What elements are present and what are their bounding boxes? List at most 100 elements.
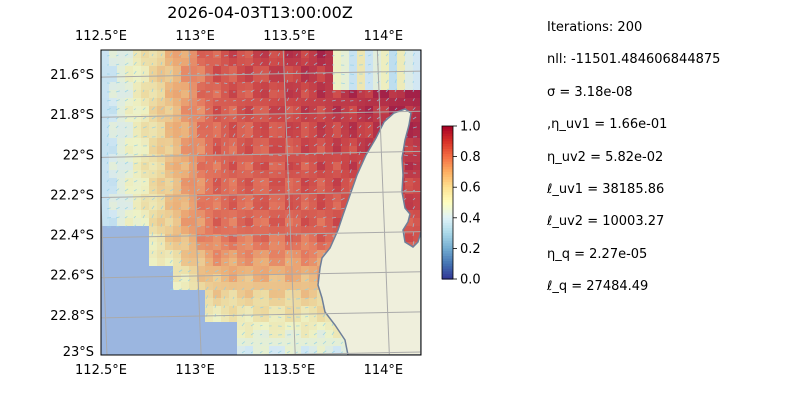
current-arrow — [151, 223, 154, 228]
field-cell — [141, 90, 149, 98]
field-cell — [205, 282, 213, 290]
current-arrow — [214, 304, 217, 309]
current-arrow — [214, 142, 217, 147]
field-cell — [325, 58, 333, 66]
current-arrow — [313, 90, 317, 93]
field-cell — [349, 114, 357, 122]
current-arrow — [205, 108, 210, 111]
field-cell — [101, 82, 109, 90]
colorbar-band — [442, 187, 453, 191]
field-cell — [229, 258, 237, 266]
param-line: ℓ_uv1 = 38185.86 — [547, 181, 665, 197]
lat-label: 22.8°S — [50, 309, 94, 324]
field-cell — [309, 98, 317, 106]
field-cell — [397, 74, 405, 82]
field-cell — [213, 58, 221, 66]
current-arrow — [313, 306, 317, 309]
current-arrow — [340, 169, 343, 174]
field-cell — [141, 122, 149, 130]
field-cell — [309, 298, 317, 306]
current-arrow — [403, 98, 406, 102]
current-arrow — [223, 108, 227, 111]
field-cell — [245, 298, 253, 306]
current-arrow — [160, 70, 163, 75]
colorbar-tick-label: 0.2 — [460, 242, 481, 257]
current-arrow — [169, 259, 173, 264]
field-cell — [213, 290, 221, 298]
field-cell — [253, 170, 261, 178]
current-arrow — [133, 215, 136, 219]
field-cell — [237, 202, 245, 210]
field-cell — [173, 50, 181, 58]
current-arrow — [304, 288, 309, 291]
field-cell — [109, 218, 117, 226]
current-arrow — [322, 189, 325, 192]
colorbar-band — [442, 266, 453, 270]
field-cell — [237, 154, 245, 162]
field-cell — [237, 186, 245, 194]
current-arrow — [250, 179, 255, 183]
current-arrow — [241, 134, 245, 138]
field-cell — [237, 50, 245, 58]
field-cell — [125, 162, 133, 170]
field-cell — [181, 122, 189, 130]
field-cell — [349, 106, 357, 114]
current-arrow — [394, 97, 398, 102]
current-arrow — [295, 260, 298, 264]
field-cell — [237, 282, 245, 290]
current-arrow — [277, 241, 280, 246]
field-cell — [101, 186, 109, 194]
current-arrow — [178, 250, 182, 255]
current-arrow — [232, 54, 237, 57]
field-cell — [157, 82, 165, 90]
current-arrow — [277, 61, 280, 66]
current-arrow — [322, 99, 326, 102]
field-cell — [237, 114, 245, 122]
field-cell — [277, 194, 285, 202]
field-cell — [301, 226, 309, 234]
current-arrow — [358, 151, 361, 156]
current-arrow — [313, 170, 318, 174]
field-cell — [301, 162, 309, 170]
current-arrow — [133, 108, 136, 111]
field-cell — [261, 210, 269, 218]
field-cell — [141, 218, 149, 226]
field-cell — [101, 122, 109, 130]
field-cell — [133, 50, 141, 58]
map-area[interactable] — [95, 50, 421, 362]
field-cell — [317, 106, 325, 114]
field-cell — [261, 274, 269, 282]
field-cell — [269, 58, 277, 66]
field-cell — [125, 186, 133, 194]
field-cell — [229, 138, 237, 146]
current-arrow — [412, 98, 415, 102]
current-arrow — [241, 279, 245, 282]
colorbar: 1.00.80.60.40.20.0 — [441, 120, 481, 288]
field-cell — [205, 146, 213, 154]
field-cell — [221, 170, 229, 178]
field-cell — [197, 98, 205, 106]
field-cell — [277, 330, 285, 338]
field-cell — [413, 154, 421, 162]
current-arrow — [241, 216, 246, 219]
current-arrow — [160, 251, 163, 255]
current-arrow — [268, 135, 273, 138]
field-cell — [317, 314, 325, 322]
current-arrow — [124, 225, 128, 228]
field-cell — [173, 130, 181, 138]
current-arrow — [412, 154, 417, 157]
field-cell — [405, 106, 413, 114]
current-arrow — [268, 259, 272, 264]
field-cell — [349, 138, 357, 146]
field-cell — [149, 58, 157, 66]
field-cell — [317, 194, 325, 202]
field-cell — [221, 98, 229, 106]
current-arrow — [295, 97, 299, 102]
field-cell — [117, 114, 125, 122]
current-arrow — [214, 117, 218, 120]
lat-label: 22°S — [63, 148, 94, 163]
current-arrow — [187, 269, 191, 273]
field-cell — [165, 170, 173, 178]
current-arrow — [160, 61, 163, 66]
current-arrow — [142, 89, 145, 93]
